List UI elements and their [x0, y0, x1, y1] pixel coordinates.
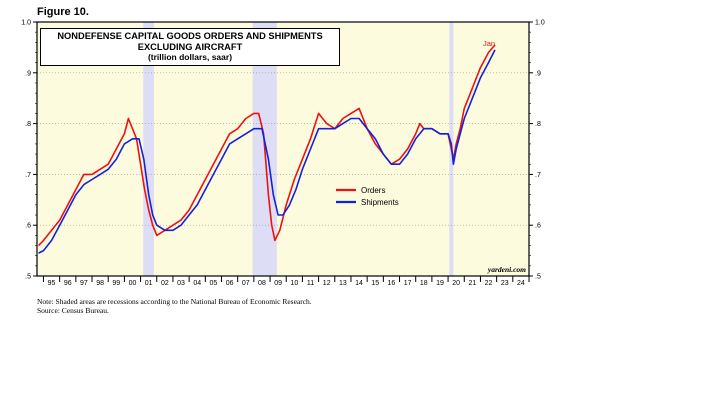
x-axis: 95 96 97 98 99 00 01 02 03 04 05 06 07 08 09 10 11 12 13 14… [42, 276, 530, 287]
x-tick-label: 95 [48, 280, 56, 287]
chart-title-box: NONDEFENSE CAPITAL GOODS ORDERS AND SHIP… [40, 28, 340, 66]
y-tick-label: .6 [25, 223, 31, 230]
y-tick-label: .6 [535, 223, 541, 230]
legend-label: Orders [361, 186, 385, 195]
x-tick-label: 16 [388, 280, 396, 287]
x-tick-label: 05 [210, 280, 218, 287]
x-tick-label: 99 [112, 280, 120, 287]
y-tick-label: 1.0 [535, 20, 545, 27]
x-tick-label: 23 [501, 280, 509, 287]
x-tick-label: 06 [226, 280, 234, 287]
x-tick-label: 08 [258, 280, 266, 287]
recession-band [143, 22, 155, 276]
y-tick-label: .8 [535, 121, 541, 128]
y-tick-label: .5 [535, 274, 541, 281]
series-line-shipments [38, 49, 496, 254]
x-tick-label: 10 [290, 280, 298, 287]
y-tick-label: .8 [25, 121, 31, 128]
figure-label: Figure 10. [37, 6, 89, 18]
legend-label: Shipments [361, 198, 399, 207]
x-tick-label: 03 [177, 280, 185, 287]
x-tick-label: 00 [129, 280, 137, 287]
note-line: Note: Shaded areas are recessions accord… [37, 297, 312, 306]
notes: Note: Shaded areas are recessions accord… [37, 297, 312, 315]
x-tick-label: 12 [323, 280, 331, 287]
x-tick-label: 97 [80, 280, 88, 287]
x-tick-label: 22 [485, 280, 493, 287]
y-axis-left: .5 .6 .7 .8 .9 1.0 [21, 20, 37, 281]
y-tick-label: .9 [535, 70, 541, 77]
x-tick-label: 19 [436, 280, 444, 287]
x-tick-label: 01 [145, 280, 153, 287]
y-tick-label: .5 [25, 274, 31, 281]
y-tick-label: .7 [535, 172, 541, 179]
plot-frame [36, 21, 530, 277]
y-tick-label: .9 [25, 70, 31, 77]
x-tick-label: 17 [404, 280, 412, 287]
x-tick-label: 02 [161, 280, 169, 287]
x-tick-label: 96 [64, 280, 72, 287]
x-tick-label: 11 [307, 280, 314, 287]
y-tick-label: 1.0 [21, 20, 31, 27]
x-tick-label: 07 [242, 280, 250, 287]
x-tick-label: 18 [420, 280, 428, 287]
x-tick-label: 09 [274, 280, 282, 287]
x-tick-label: 13 [339, 280, 347, 287]
legend: Orders Shipments [336, 186, 399, 207]
y-axis-right: .5 .6 .7 .8 .9 1.0 [529, 20, 545, 281]
jan-annotation: Jan [483, 39, 495, 48]
source-line: Source: Census Bureau. [37, 306, 109, 315]
x-tick-label: 98 [96, 280, 104, 287]
watermark: yardeni.com [487, 265, 526, 274]
x-tick-label: 20 [452, 280, 460, 287]
x-tick-label: 14 [355, 280, 363, 287]
series-lines [38, 44, 496, 254]
y-tick-label: .7 [25, 172, 31, 179]
chart-title: NONDEFENSE CAPITAL GOODS ORDERS AND SHIP… [57, 31, 323, 41]
x-tick-label: 04 [193, 280, 201, 287]
x-tick-label: 21 [468, 280, 476, 287]
x-tick-label: 24 [517, 280, 525, 287]
chart-title-line2: EXCLUDING AIRCRAFT [137, 41, 243, 52]
chart-subtitle: (trillion dollars, saar) [147, 52, 233, 62]
x-tick-label: 15 [371, 280, 379, 287]
